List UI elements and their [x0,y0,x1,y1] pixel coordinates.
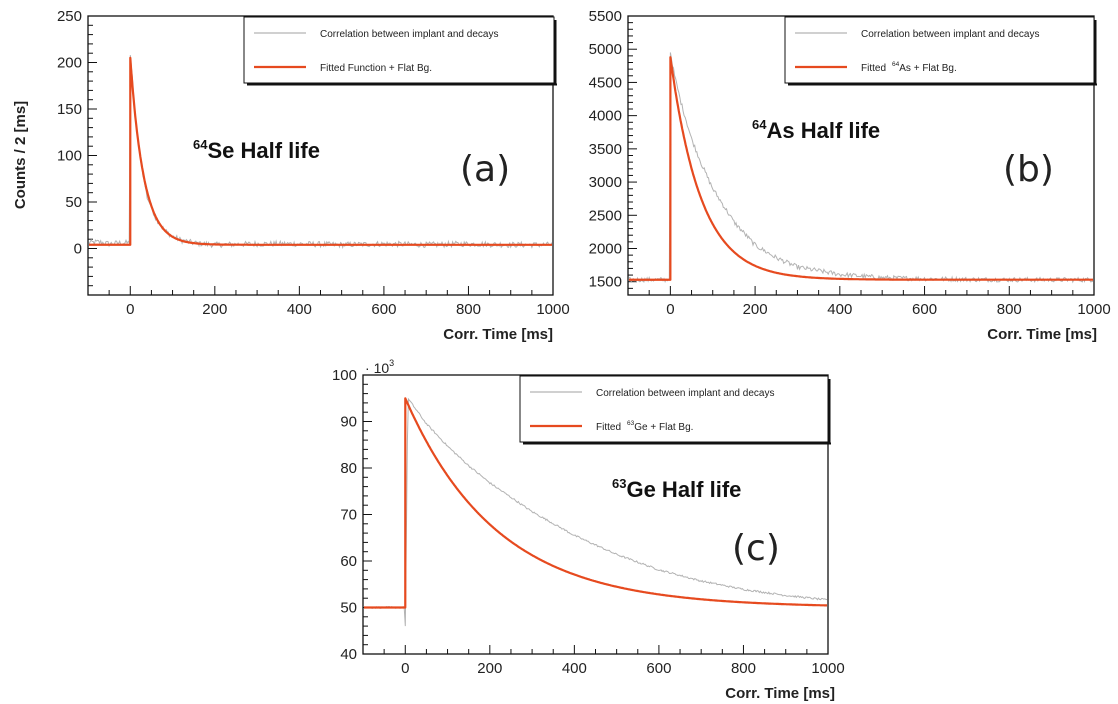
legend-entry-label: Correlation between implant and decays [320,29,498,40]
y-tick-label: 4500 [589,74,622,91]
annotation-superscript: 64 [193,137,208,152]
y-axis-multiplier: · 103 [365,358,394,376]
annotation-superscript: 63 [612,476,626,491]
half-life-annotation: 63Ge Half life [612,476,741,502]
y-tick-label: 3500 [589,141,622,158]
y-tick-label: 90 [340,414,357,431]
x-tick-label: 200 [477,660,502,677]
legend-label-text-post: Ge + Flat Bg. [634,422,693,433]
x-tick-label: 0 [401,660,409,677]
x-tick-label: 0 [666,301,674,318]
legend: Correlation between implant and decays Fi… [243,16,557,86]
legend: Correlation between implant and decays Fi… [519,375,831,445]
half-life-annotation: 64As Half life [752,117,880,143]
half-life-annotation: 64Se Half life [193,137,320,163]
data-series-line [364,397,827,627]
y-tick-label: 2500 [589,207,622,224]
y-tick-label: 4000 [589,108,622,125]
legend-entry-label: Fitted 64As + Flat Bg. [861,61,957,74]
y-tick-label: 1500 [589,274,622,291]
legend-box [519,375,829,443]
x-tick-label: 0 [126,301,134,318]
x-tick-label: 600 [371,301,396,318]
panel-label: (a) [460,149,510,190]
chart-panel-c: 0 200 400 600 800 1000 40 50 60 70 80 90 100 · 103 Cor… [332,358,845,702]
x-tick-label: 400 [287,301,312,318]
x-tick-label: 600 [912,301,937,318]
x-tick-label: 1000 [536,301,569,318]
annotation-text: Se Half life [207,138,319,163]
x-tick-label: 200 [743,301,768,318]
legend-box [784,16,1095,84]
y-multiplier-base: 10 [374,360,390,376]
x-tick-label: 800 [731,660,756,677]
y-tick-label: 50 [340,600,357,617]
legend-entry-label: Correlation between implant and decays [596,388,774,399]
annotation-text: Ge Half life [626,477,741,502]
x-axis-title: Corr. Time [ms] [987,326,1097,343]
legend-label-text: Fitted [861,63,886,74]
legend-entry-label: Correlation between implant and decays [861,29,1039,40]
x-tick-label: 400 [827,301,852,318]
y-tick-label: 100 [57,148,82,165]
annotation-superscript: 64 [752,117,767,132]
y-tick-label: 200 [57,55,82,72]
legend-label-text-post: As + Flat Bg. [899,63,957,74]
panel-label: (b) [1003,149,1054,190]
y-tick-label: 0 [74,241,82,258]
y-axis-title: Counts / 2 [ms] [12,101,29,209]
annotation-text: As Half life [766,118,880,143]
legend: Correlation between implant and decays Fi… [784,16,1097,86]
y-multiplier-exponent: 3 [389,358,394,368]
fit-curve [364,397,827,609]
y-tick-label: 250 [57,8,82,25]
y-tick-label: 3000 [589,174,622,191]
legend-label-text: Correlation between implant and decays [861,29,1039,40]
y-tick-label: 100 [332,367,357,384]
data-series-line [629,52,1093,284]
chart-panel-a: 0 200 400 600 800 1000 0 50 100 150 200 250 Corr. Ti… [12,8,570,343]
legend-label-text: Fitted Function + Flat Bg. [320,63,432,74]
x-tick-label: 600 [646,660,671,677]
y-tick-label: 5500 [589,8,622,25]
y-tick-label: 2000 [589,241,622,258]
x-tick-label: 800 [456,301,481,318]
fit-curve [89,56,552,246]
y-tick-label: 5000 [589,41,622,58]
chart-panel-b: 0 200 400 600 800 1000 1500 2000 2500 3000 3500 400… [589,8,1111,343]
legend-label-text: Fitted [596,422,621,433]
x-tick-label: 1000 [1077,301,1110,318]
y-tick-label: 80 [340,460,357,477]
legend-entry-label: Fitted 63Ge + Flat Bg. [596,420,693,433]
x-tick-label: 200 [202,301,227,318]
legend-label-superscript: 63 [627,420,635,427]
y-tick-label: 40 [340,646,357,663]
y-tick-label: 60 [340,553,357,570]
x-axis-title: Corr. Time [ms] [443,326,553,343]
fit-curve [629,56,1093,281]
legend-label-text: Correlation between implant and decays [320,29,498,40]
panel-label: (c) [732,528,780,569]
y-tick-label: 150 [57,101,82,118]
legend-label-text: Correlation between implant and decays [596,388,774,399]
x-tick-label: 400 [562,660,587,677]
legend-label-superscript: 64 [892,61,900,68]
y-tick-label: 50 [65,194,82,211]
legend-box [243,16,555,84]
y-tick-label: 70 [340,507,357,524]
x-tick-label: 1000 [811,660,844,677]
x-axis-title: Corr. Time [ms] [725,685,835,702]
legend-entry-label: Fitted Function + Flat Bg. [320,63,432,74]
x-tick-label: 800 [997,301,1022,318]
